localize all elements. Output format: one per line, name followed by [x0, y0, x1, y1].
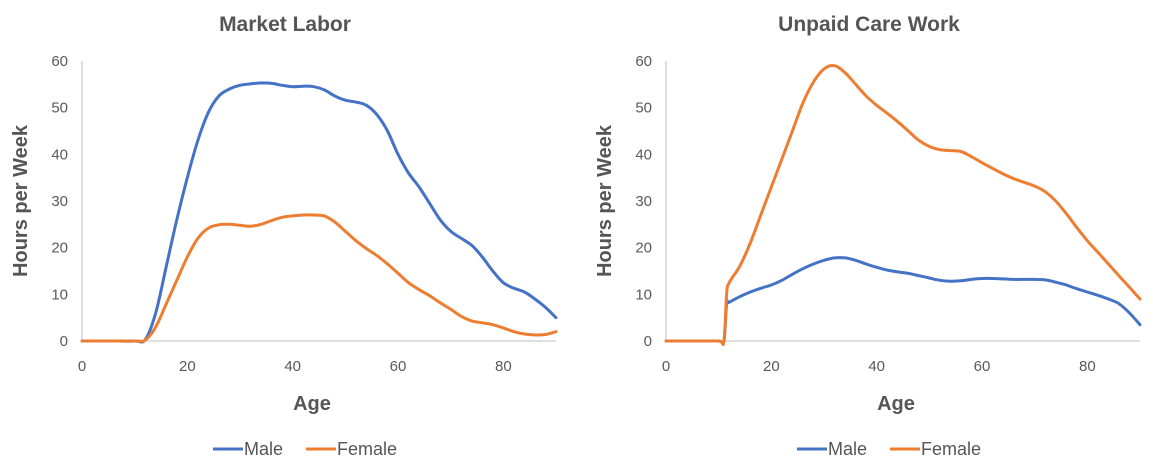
- x-tick-label: 0: [662, 358, 670, 375]
- x-tick-label: 80: [1079, 358, 1096, 375]
- unpaid-care-work-chart: Unpaid Care Work 0 10 20 30 40 50 60 0 20 40 60 80 Ag…: [590, 0, 1150, 469]
- y-tick-label: 40: [635, 146, 652, 163]
- x-tick-label: 60: [390, 358, 407, 375]
- y-tick-label: 20: [51, 240, 68, 257]
- x-tick-label: 40: [284, 358, 301, 375]
- x-tick-label: 60: [974, 358, 991, 375]
- y-tick-label: 30: [635, 193, 652, 210]
- series-line-female: [80, 213, 558, 343]
- series-line-male: [80, 81, 558, 344]
- legend-label-male: Male: [244, 439, 283, 459]
- chart-title: Unpaid Care Work: [778, 13, 960, 36]
- y-tick-label: 50: [635, 100, 652, 117]
- y-tick-label: 30: [51, 193, 68, 210]
- legend-label-female: Female: [921, 439, 981, 459]
- y-tick-label: 60: [51, 53, 68, 70]
- legend-label-female: Female: [337, 439, 397, 459]
- unpaid-care-work-chart-svg: Unpaid Care Work 0 10 20 30 40 50 60 0 20 40 60 80 Ag…: [594, 13, 1142, 459]
- x-axis-title: Age: [877, 393, 915, 415]
- market-labor-chart: Market Labor 0 10 20 30 40 50 60 0 20 40 60 80 Age Hou…: [6, 0, 566, 469]
- y-tick-label: 20: [635, 240, 652, 257]
- y-tick-label: 50: [51, 100, 68, 117]
- y-tick-label: 10: [635, 286, 652, 303]
- y-axis-title: Hours per Week: [10, 124, 32, 277]
- chart-title: Market Labor: [219, 13, 351, 36]
- y-tick-label: 10: [51, 286, 68, 303]
- y-tick-label: 60: [635, 53, 652, 70]
- x-axis-title: Age: [293, 393, 331, 415]
- y-tick-label: 0: [644, 333, 652, 350]
- x-tick-label: 80: [495, 358, 512, 375]
- series-line-male: [664, 256, 1142, 346]
- y-axis-title: Hours per Week: [594, 124, 616, 277]
- x-tick-label: 20: [763, 358, 780, 375]
- legend-label-male: Male: [828, 439, 867, 459]
- market-labor-chart-svg: Market Labor 0 10 20 30 40 50 60 0 20 40 60 80 Age Hou…: [10, 13, 558, 459]
- x-tick-label: 40: [868, 358, 885, 375]
- y-tick-label: 0: [60, 333, 68, 350]
- x-tick-label: 0: [78, 358, 86, 375]
- x-tick-label: 20: [179, 358, 196, 375]
- series-line-female: [664, 64, 1142, 346]
- y-tick-label: 40: [51, 146, 68, 163]
